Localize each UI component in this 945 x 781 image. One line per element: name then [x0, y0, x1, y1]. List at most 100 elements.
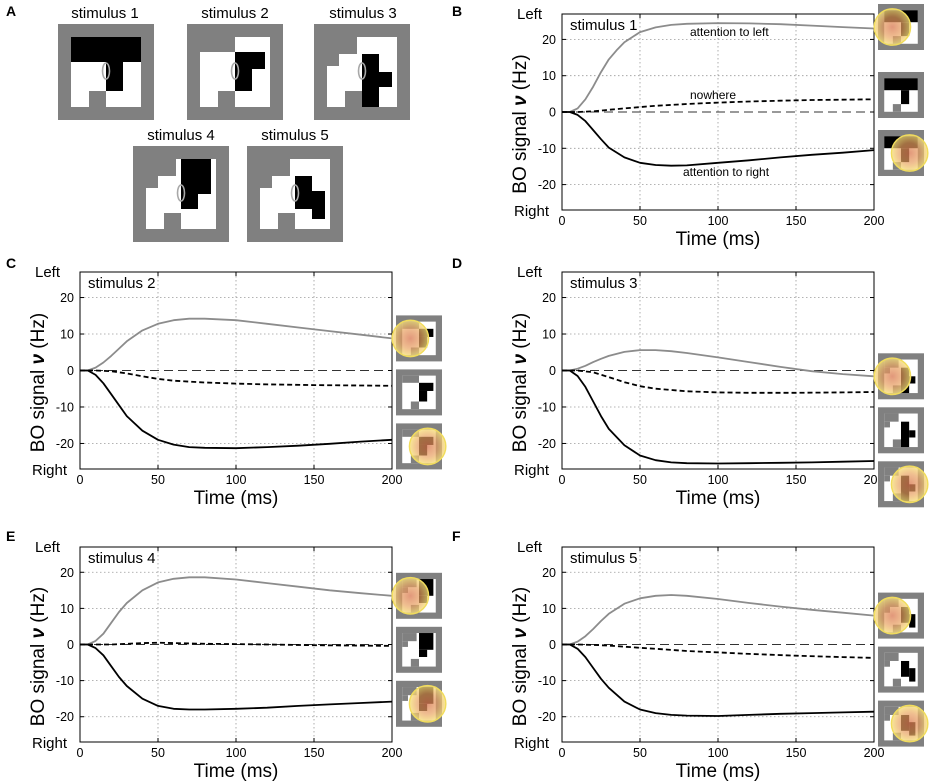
x-axis-label: Time (ms) [676, 488, 761, 509]
x-tick-label: 50 [633, 746, 647, 760]
thumbnail-shape [909, 376, 916, 384]
x-tick-label: 50 [151, 746, 165, 760]
series-line-attention-to-right [562, 111, 875, 167]
x-tick-label: 0 [77, 746, 84, 760]
annotation-label: nowhere [690, 88, 736, 102]
y-tick-label: -10 [538, 674, 556, 688]
chart-title: stimulus 4 [88, 550, 156, 567]
stimulus-thumbnail-small [878, 407, 924, 454]
y-tick-label: -20 [56, 437, 74, 451]
x-tick-label: 200 [864, 746, 885, 760]
x-tick-label: 100 [708, 214, 729, 228]
x-tick-label: 50 [633, 214, 647, 228]
stimuli-panel: A stimulus 1 stimulus 2 stimulus 3 stimu… [6, 3, 410, 242]
chart-title: stimulus 5 [570, 550, 638, 567]
y-axis-label: BO signal ν (Hz) [510, 54, 531, 193]
panel-b-chart: B 0 50 100 150 200 -20 -10 0 10 20 Left Right BO sign… [452, 3, 929, 250]
y-extreme-label-left: Left [517, 539, 543, 556]
x-tick-label: 50 [151, 473, 165, 487]
series-line-nowhere [562, 98, 875, 113]
x-tick-label: 0 [559, 473, 566, 487]
attention-spot-right [890, 134, 929, 172]
y-tick-label: 10 [60, 602, 74, 616]
x-tick-label: 100 [226, 473, 247, 487]
stimulus-1-thumbnail [58, 24, 154, 120]
stimulus-thumbnail-small [878, 646, 924, 693]
stimulus-thumbnail-small [873, 353, 924, 400]
thumbnail-shape [884, 714, 890, 721]
y-tick-label: -10 [56, 400, 74, 414]
x-tick-label: 150 [786, 473, 807, 487]
y-tick-label: 0 [549, 364, 556, 378]
attention-spot-left [391, 576, 430, 615]
series-line-nowhere [562, 643, 875, 659]
thumbnail-shape [419, 633, 434, 650]
thumbnail-shape [909, 614, 916, 628]
y-axis-label: BO signal ν (Hz) [28, 313, 49, 452]
attention-spot-right [408, 427, 447, 466]
x-tick-label: 100 [226, 746, 247, 760]
y-axis-label: BO signal ν (Hz) [28, 587, 49, 726]
attention-spot-right [408, 684, 447, 723]
y-extreme-label-right: Right [32, 735, 68, 752]
y-tick-label: 20 [60, 566, 74, 580]
thumbnail-shape [419, 649, 428, 657]
thumbnail-shape [901, 90, 910, 105]
stimulus-thumbnail-small [391, 315, 442, 362]
x-tick-label: 100 [708, 473, 729, 487]
y-tick-label: 0 [67, 364, 74, 378]
stimulus-thumbnail-small [396, 680, 447, 727]
thumbnail-shape [402, 375, 419, 383]
thumbnail-shape [410, 658, 419, 667]
stimulus-thumbnail-small [396, 626, 442, 673]
x-axis-label: Time (ms) [676, 761, 761, 781]
panel-e-chart: E 0 50 100 150 200 -20 -10 0 10 20 Left Right BO sign… [6, 528, 447, 781]
y-tick-label: 0 [549, 106, 556, 120]
thumbnail-shape [901, 660, 910, 677]
y-tick-label: -20 [538, 437, 556, 451]
thumbnail-shape [892, 104, 901, 112]
annotation-label: attention to left [690, 25, 769, 39]
y-tick-label: -10 [538, 400, 556, 414]
thumbnail-shape [402, 695, 408, 701]
thumbnail-shape [892, 439, 901, 448]
series-line-nowhere [80, 641, 393, 647]
y-axis-label: BO signal ν (Hz) [510, 313, 531, 452]
series-line-attention-to-right [80, 369, 393, 450]
y-tick-label: -20 [538, 178, 556, 192]
attention-spot-left [391, 319, 430, 358]
y-tick-label: 20 [542, 33, 556, 47]
y-tick-label: -20 [538, 710, 556, 724]
thumbnail-shape [884, 660, 890, 667]
series-line-attention-to-right [80, 643, 393, 711]
y-extreme-label-right: Right [514, 735, 550, 752]
panel-letter-b: B [452, 3, 462, 19]
x-tick-label: 200 [382, 473, 403, 487]
stimulus-thumbnail-small [873, 592, 924, 639]
x-tick-label: 150 [304, 473, 325, 487]
thumbnail-shape [402, 641, 408, 647]
series-line-attention-to-left [80, 576, 393, 646]
x-tick-label: 0 [559, 214, 566, 228]
x-tick-label: 150 [786, 746, 807, 760]
y-tick-label: 10 [60, 328, 74, 342]
y-tick-label: 10 [542, 69, 556, 83]
y-extreme-label-left: Left [35, 539, 61, 556]
thumbnail-shape [884, 78, 918, 91]
thumbnail-shape [419, 382, 434, 391]
y-extreme-label-left: Left [517, 264, 543, 281]
attention-spot-left [873, 596, 912, 635]
stimulus-3-thumbnail [314, 24, 410, 120]
series-line-attention-to-right [562, 369, 875, 465]
thumbnail-shape [909, 668, 916, 682]
panel-letter-f: F [452, 528, 461, 544]
thumbnail-shape [402, 633, 417, 642]
series-line-attention-to-left [562, 349, 875, 378]
thumbnail-shape [884, 706, 899, 715]
y-tick-label: 10 [542, 602, 556, 616]
y-tick-label: -10 [56, 674, 74, 688]
chart-title: stimulus 1 [570, 17, 638, 34]
thumbnail-shape [410, 401, 419, 410]
stimulus-2-thumbnail [187, 24, 283, 120]
